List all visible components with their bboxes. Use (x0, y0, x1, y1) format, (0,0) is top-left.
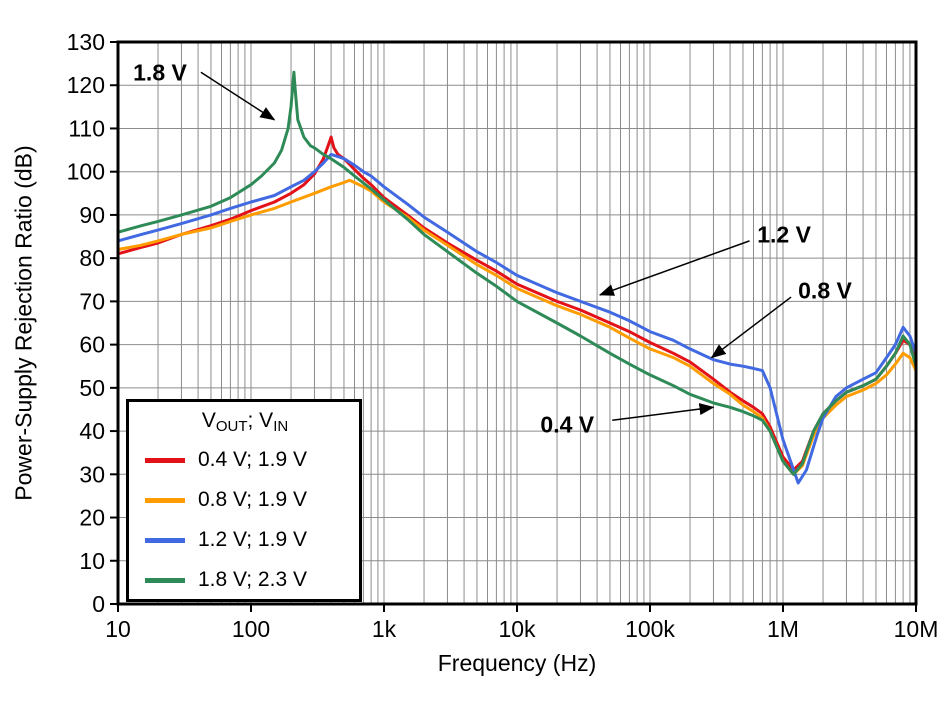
y-tick-label: 110 (68, 115, 105, 141)
y-tick-label: 80 (79, 245, 105, 271)
legend-item: 0.8 V; 1.9 V (145, 480, 345, 520)
y-tick-label: 120 (67, 72, 105, 98)
y-tick-label: 100 (67, 159, 105, 185)
legend-swatch (145, 577, 185, 583)
series-line-3 (116, 70, 918, 476)
y-tick-label: 30 (79, 461, 105, 487)
legend-title-segment: V (201, 409, 216, 432)
y-tick-label: 130 (67, 29, 105, 55)
annotation-arrow (200, 71, 276, 121)
y-tick-label: 50 (79, 375, 105, 401)
annotation-arrow (598, 240, 750, 296)
annotation-label: 1.8 V (133, 59, 187, 85)
annotation-arrow (710, 296, 792, 359)
legend-item: 1.2 V; 1.9 V (145, 520, 345, 560)
y-tick-label: 20 (79, 505, 105, 531)
legend-label: 0.8 V; 1.9 V (198, 488, 307, 511)
legend-label: 0.4 V; 1.9 V (198, 448, 307, 471)
y-tick-label: 60 (79, 332, 105, 358)
annotation-arrow (612, 403, 715, 422)
x-tick-label: 1M (767, 616, 799, 642)
y-tick-label: 0 (92, 591, 105, 617)
series-line-1 (116, 178, 918, 476)
legend-title-segment: IN (273, 418, 289, 435)
y-tick-label: 10 (79, 548, 105, 574)
y-tick-label: 90 (79, 202, 105, 228)
axes: 10 100 1k 10k 100k 1M 10M010203040506070809010… (67, 29, 939, 642)
legend: VOUT; VIN 0.4 V; 1.9 V 0.8 V; 1.9 V 1.2 V;… (126, 399, 362, 602)
legend-item: 0.4 V; 1.9 V (145, 440, 345, 480)
legend-swatch (145, 457, 185, 463)
legend-title-segment: OUT (215, 418, 248, 435)
legend-title: VOUT; VIN (145, 409, 345, 435)
legend-label: 1.2 V; 1.9 V (198, 528, 307, 551)
x-axis-title: Frequency (Hz) (437, 650, 597, 676)
annotation-label: 1.2 V (757, 221, 811, 247)
y-axis-title: Power-Supply Rejection Ratio (dB) (10, 145, 37, 501)
legend-swatch (145, 497, 185, 503)
legend-item: 1.8 V; 2.3 V (145, 560, 345, 600)
x-tick-label: 100 (232, 616, 270, 642)
annotation-label: 0.8 V (798, 278, 852, 304)
x-tick-label: 10M (894, 616, 939, 642)
x-tick-label: 10 (105, 616, 131, 642)
x-tick-label: 100k (625, 616, 675, 642)
legend-items: 0.4 V; 1.9 V 0.8 V; 1.9 V 1.2 V; 1.9 V 1.8 … (145, 440, 345, 600)
y-tick-label: 70 (79, 288, 105, 314)
y-tick-label: 40 (79, 418, 105, 444)
x-tick-label: 1k (372, 616, 397, 642)
plot-border (116, 40, 918, 606)
legend-swatch (145, 537, 185, 543)
legend-title-segment: ; V (247, 409, 274, 432)
legend-label: 1.8 V; 2.3 V (198, 568, 307, 591)
annotation-label: 0.4 V (540, 412, 594, 438)
x-tick-label: 10k (498, 616, 536, 642)
